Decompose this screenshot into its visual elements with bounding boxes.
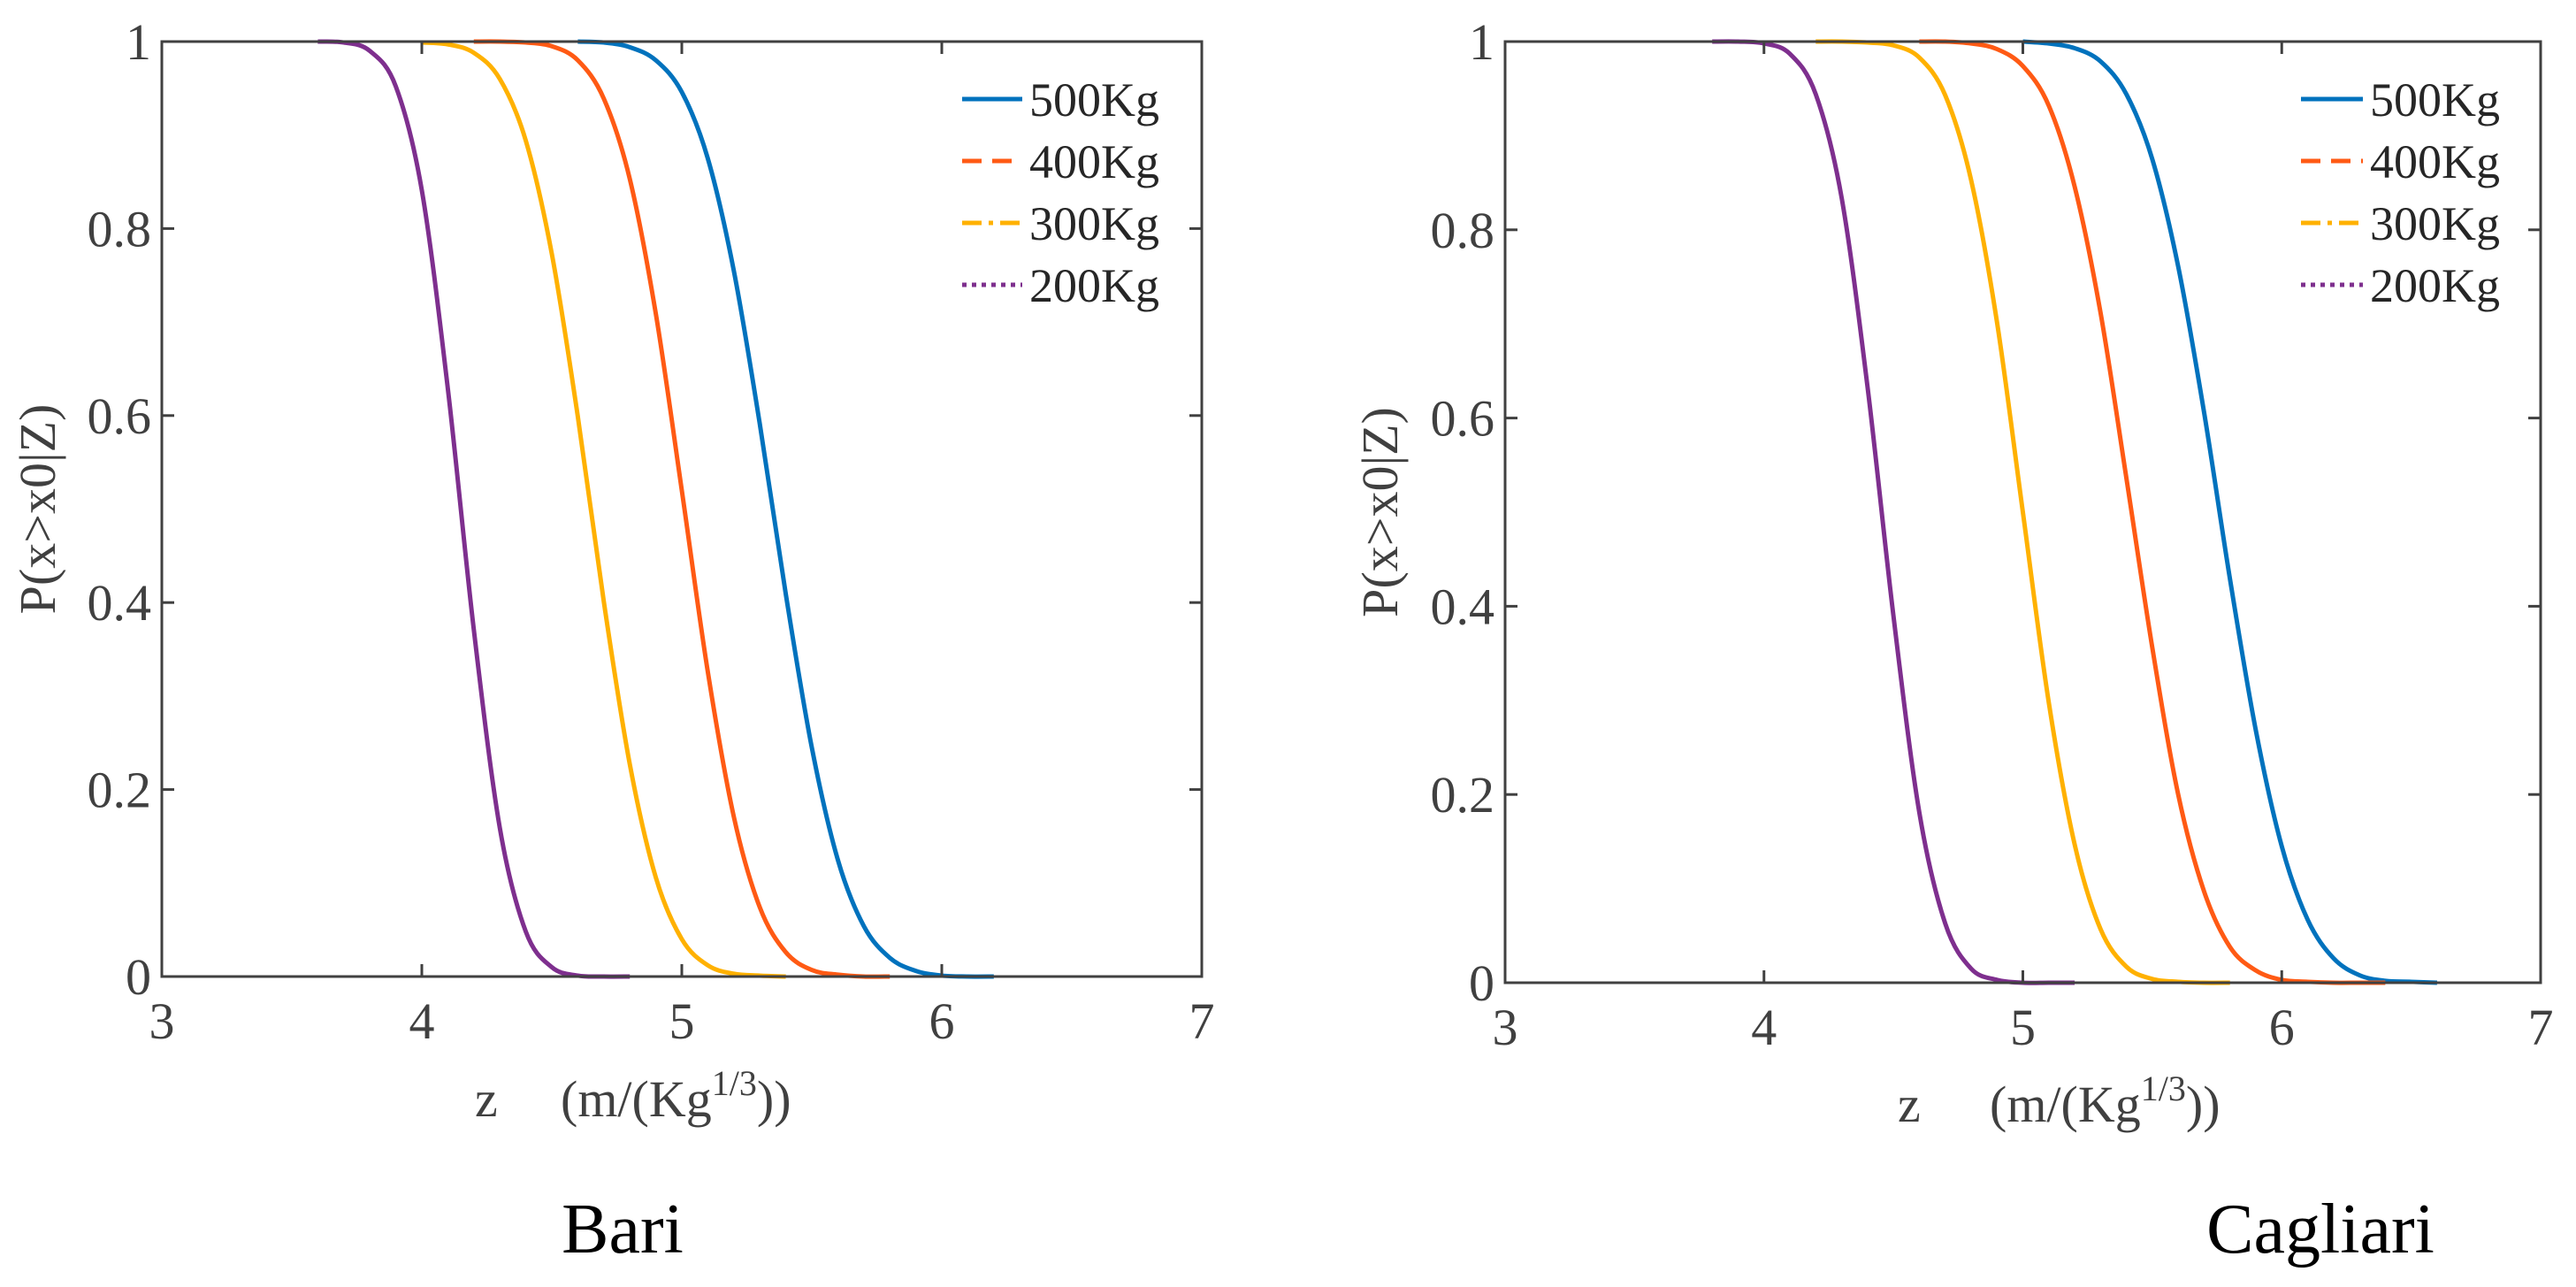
x-axis-units-text: (m/(Kg xyxy=(1990,1076,2141,1133)
panel-title: Bari xyxy=(562,1191,684,1268)
y-tick-label: 0.8 xyxy=(88,200,152,257)
x-tick-label: 6 xyxy=(2269,999,2295,1056)
x-tick-label: 4 xyxy=(1751,999,1777,1056)
x-axis-label: z xyxy=(1898,1076,1921,1133)
x-axis-units-text: (m/(Kg xyxy=(561,1070,712,1128)
x-tick-label: 4 xyxy=(409,992,435,1050)
legend-label: 400Kg xyxy=(1029,135,1159,188)
legend-label: 200Kg xyxy=(2370,259,2500,312)
y-tick-label: 0.8 xyxy=(1431,202,1495,259)
series-line-300Kg xyxy=(421,40,786,979)
x-axis-label: z xyxy=(475,1070,498,1128)
x-axis-units-close: )) xyxy=(2186,1076,2221,1133)
legend-label: 300Kg xyxy=(2370,197,2500,250)
y-tick-label: 0 xyxy=(1469,954,1494,1012)
y-tick-label: 1 xyxy=(126,13,151,71)
series-line-400Kg xyxy=(473,39,891,979)
series-line-400Kg xyxy=(1919,39,2386,985)
x-axis-units: (m/(Kg1/3)) xyxy=(561,1063,791,1128)
y-tick-label: 0.4 xyxy=(1431,578,1495,635)
legend-label: 200Kg xyxy=(1029,259,1159,312)
y-tick-label: 0 xyxy=(126,948,151,1006)
legend-label: 400Kg xyxy=(2370,135,2500,188)
series-line-500Kg xyxy=(2022,39,2437,985)
x-axis-units-superscript: 1/3 xyxy=(2141,1069,2186,1108)
y-tick-label: 0.6 xyxy=(88,387,152,445)
x-tick-label: 5 xyxy=(2010,999,2036,1056)
series-line-500Kg xyxy=(577,39,994,979)
y-tick-label: 1 xyxy=(1469,13,1494,71)
y-axis-label: P(x>x0|Z) xyxy=(9,404,66,615)
x-tick-label: 5 xyxy=(669,992,695,1050)
chart-panel-cagliari: 3 4 5 6 7 0 0.2 0.4 0.6 0.8 1 P(x>x0|Z) z (m/(Kg1/3))… xyxy=(1351,13,2554,1268)
y-tick-label: 0.4 xyxy=(88,574,152,632)
y-tick-label: 0.2 xyxy=(1431,766,1495,824)
panel-title: Cagliari xyxy=(2206,1191,2435,1268)
x-tick-label: 6 xyxy=(929,992,955,1050)
y-tick-label: 0.6 xyxy=(1431,390,1495,448)
x-axis-units-close: )) xyxy=(757,1070,791,1128)
legend-label: 500Kg xyxy=(2370,73,2500,126)
legend-label: 500Kg xyxy=(1029,73,1159,126)
x-tick-label: 7 xyxy=(1189,992,1215,1050)
series-line-200Kg xyxy=(1712,39,2075,985)
x-tick-label: 3 xyxy=(1493,999,1518,1056)
x-axis-units-superscript: 1/3 xyxy=(712,1063,757,1103)
x-tick-label: 7 xyxy=(2528,999,2554,1056)
x-axis-units: (m/(Kg1/3)) xyxy=(1990,1069,2221,1133)
series-line-200Kg xyxy=(317,39,631,979)
y-axis-label: P(x>x0|Z) xyxy=(1351,407,1409,617)
legend-label: 300Kg xyxy=(1029,197,1159,250)
chart-panel-bari: 3 4 5 6 7 0 0.2 0.4 0.6 0.8 1 P(x>x0|Z) z (m/(Kg1/3))… xyxy=(9,13,1215,1268)
x-tick-label: 3 xyxy=(149,992,175,1050)
y-tick-label: 0.2 xyxy=(88,762,152,819)
series-line-300Kg xyxy=(1815,39,2230,985)
